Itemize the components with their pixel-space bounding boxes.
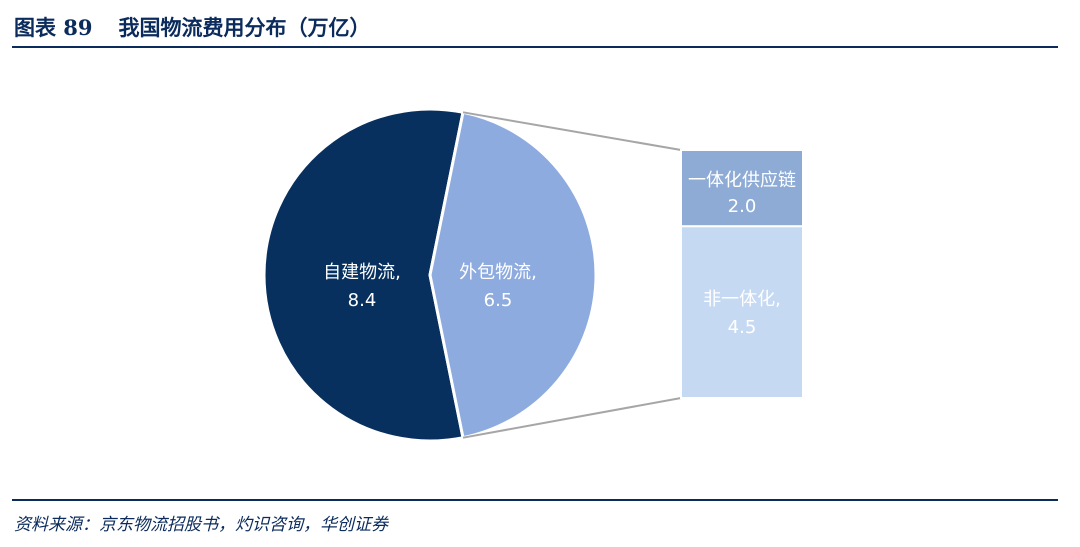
figure-label: 图表 89: [14, 15, 93, 40]
bar-value-integrated: 2.0: [728, 196, 757, 217]
footer-rule: [12, 499, 1058, 501]
pie-slice-outsourced: [428, 110, 598, 440]
chart-title: 我国物流费用分布（万亿）: [118, 15, 371, 40]
header-rule: [12, 46, 1058, 48]
source-note: 资料来源：京东物流招股书，灼识咨询，华创证券: [14, 515, 388, 535]
figure-header: 图表 89 我国物流费用分布（万亿）: [14, 12, 371, 42]
slice-value-outsourced: 6.5: [484, 290, 513, 311]
bar-segment-non-integrated: [680, 225, 804, 399]
bar-label-non-integrated: 非一体化,: [703, 289, 781, 310]
connector-line-bottom: [462, 397, 682, 439]
bar-value-non-integrated: 4.5: [728, 317, 757, 338]
bar-segment-integrated: [680, 149, 804, 228]
pie-slice-self-built: [262, 107, 465, 443]
slice-label-self-built: 自建物流,: [323, 262, 401, 283]
slice-label-outsourced: 外包物流,: [459, 262, 537, 283]
connector-lines: [462, 111, 682, 439]
slice-value-self-built: 8.4: [348, 290, 377, 311]
breakdown-bar: [680, 149, 804, 399]
pie-group: [262, 107, 598, 443]
connector-line-top: [462, 111, 682, 151]
bar-label-integrated: 一体化供应链: [688, 170, 796, 191]
